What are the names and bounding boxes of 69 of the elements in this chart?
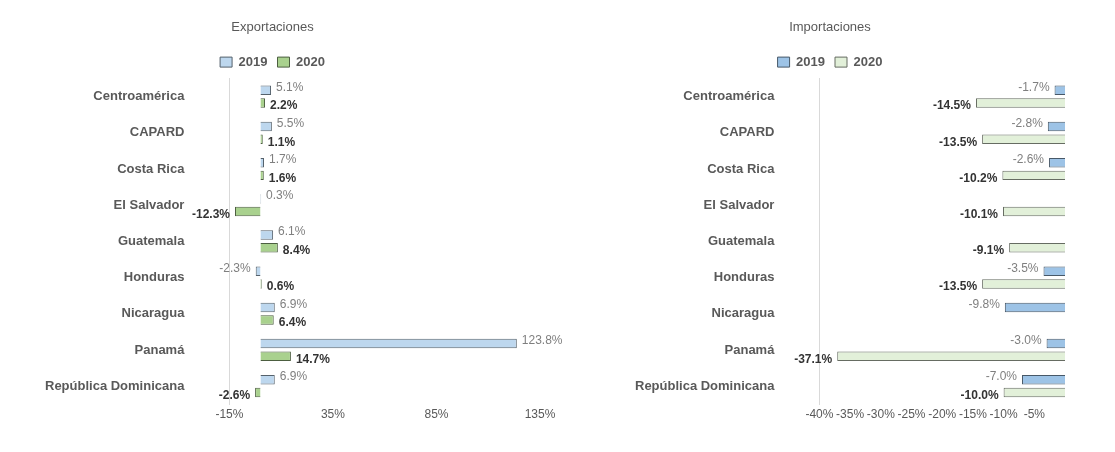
- y-tick-label: El Salvador: [703, 196, 775, 212]
- y-tick-label: Honduras: [123, 269, 185, 285]
- y-tick-label: Guatemala: [117, 232, 186, 248]
- y-tick-label: Nicaragua: [711, 305, 776, 321]
- y-tick-label: Costa Rica: [707, 160, 776, 176]
- x-tick-label: 85%: [424, 406, 449, 421]
- chart-title: Exportaciones: [231, 19, 315, 35]
- y-tick-label: Panamá: [724, 341, 776, 357]
- data-label: -3.5%: [1007, 260, 1039, 275]
- legend-label: 2019: [238, 53, 268, 69]
- data-label: -10.2%: [959, 170, 998, 185]
- y-tick-label: CAPARD: [129, 124, 185, 140]
- x-tick-label: -10%: [989, 406, 1018, 421]
- data-label: -3.0%: [1010, 332, 1042, 347]
- data-label: -14.5%: [932, 98, 972, 113]
- data-label: 14.7%: [295, 351, 331, 366]
- data-label: -12.3%: [191, 206, 231, 221]
- data-label: -13.5%: [939, 134, 978, 149]
- data-label: 5.1%: [276, 79, 304, 94]
- data-label: 8.4%: [282, 243, 311, 258]
- data-label: 6.9%: [279, 369, 308, 384]
- x-tick-label: -20%: [928, 406, 957, 421]
- data-label: -2.8%: [1011, 115, 1044, 130]
- y-tick-label: CAPARD: [719, 124, 775, 140]
- data-label: -2.6%: [1012, 152, 1045, 167]
- data-label: 6.4%: [278, 315, 307, 330]
- data-label: 1.7%: [269, 152, 297, 167]
- data-label: 1.6%: [268, 170, 297, 185]
- legend-label: 2020: [853, 53, 883, 69]
- data-label: -2.6%: [218, 387, 251, 402]
- data-label: -2.3%: [219, 260, 252, 275]
- y-tick-label: República Dominicana: [635, 377, 776, 393]
- y-tick-label: Costa Rica: [117, 160, 186, 176]
- x-tick-label: -15%: [958, 406, 988, 421]
- x-tick-label: -25%: [897, 406, 926, 421]
- x-tick-label: -5%: [1023, 406, 1046, 421]
- data-label: 123.8%: [521, 332, 563, 347]
- legend-label: 2019: [796, 53, 825, 69]
- y-tick-label: Panamá: [134, 341, 186, 357]
- x-tick-label: -15%: [215, 406, 244, 421]
- data-label: -10.1%: [959, 206, 999, 221]
- data-label: -9.1%: [972, 243, 1005, 258]
- data-label: -37.1%: [794, 351, 833, 366]
- data-label: -7.0%: [985, 369, 1018, 384]
- x-tick-label: -40%: [805, 406, 834, 421]
- y-tick-label: Guatemala: [707, 232, 776, 248]
- data-label: -1.7%: [1018, 79, 1050, 94]
- legend-label: 2020: [296, 53, 325, 69]
- chart-title: Importaciones: [789, 19, 872, 35]
- y-tick-label: Nicaragua: [121, 305, 186, 321]
- data-label: 5.5%: [276, 115, 305, 130]
- data-label: 2.2%: [270, 98, 298, 113]
- y-tick-label: República Dominicana: [45, 377, 186, 393]
- x-tick-label: -35%: [836, 406, 865, 421]
- data-label: -13.5%: [939, 279, 978, 294]
- y-tick-label: Honduras: [713, 269, 775, 285]
- x-tick-label: 35%: [320, 406, 346, 421]
- x-tick-label: 135%: [524, 406, 556, 421]
- y-tick-label: El Salvador: [113, 196, 185, 212]
- data-label: -10.0%: [960, 387, 999, 402]
- x-tick-label: -30%: [866, 406, 896, 421]
- data-label: 0.6%: [266, 279, 295, 294]
- data-label: -9.8%: [968, 296, 1001, 311]
- data-label: 6.9%: [279, 296, 308, 311]
- data-label: 0.3%: [266, 188, 294, 203]
- data-label: 6.1%: [278, 224, 306, 239]
- y-tick-label: Centroamérica: [93, 88, 186, 104]
- y-tick-label: Centroamérica: [683, 88, 776, 104]
- data-label: 1.1%: [267, 134, 296, 149]
